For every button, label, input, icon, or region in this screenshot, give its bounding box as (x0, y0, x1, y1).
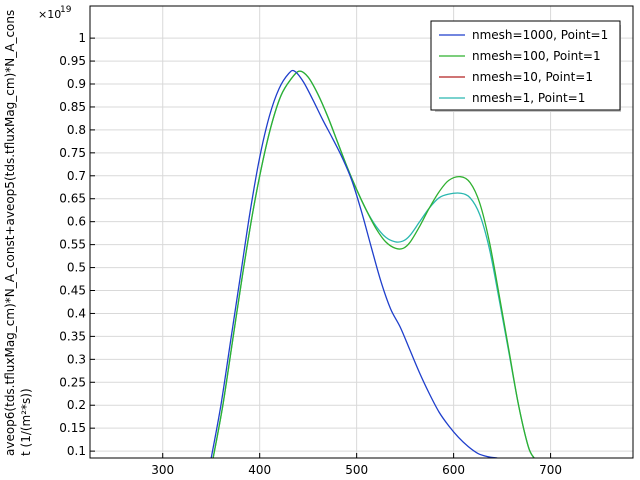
x-tick-label: 400 (248, 463, 271, 477)
x-tick-label: 600 (442, 463, 465, 477)
y-axis-label: aveop6(tds.tfluxMag_cm)*N_A_const+aveop5… (3, 10, 33, 456)
plot-frame (89, 5, 634, 459)
legend-label: nmesh=10, Point=1 (472, 70, 593, 84)
axis-ticks: 300 400 500 600 700 0.1 0.15 0.2 0.25 0.3 0.35 0.4 0… (59, 31, 562, 477)
y-tick-label: 0.85 (59, 100, 86, 114)
y-tick-label: 0.45 (59, 284, 86, 298)
y-tick-label: 0.5 (67, 261, 86, 275)
y-multiplier-base: ×10 (38, 8, 61, 21)
y-tick-label: 0.6 (67, 215, 86, 229)
y-tick-label: 0.25 (59, 375, 86, 389)
y-tick-label: 0.4 (67, 306, 86, 320)
y-axis-label-line-1: aveop6(tds.tfluxMag_cm)*N_A_const+aveop5… (3, 10, 17, 456)
legend-label: nmesh=1, Point=1 (472, 91, 585, 105)
legend-label: nmesh=100, Point=1 (472, 49, 601, 63)
y-tick-label: 0.55 (59, 238, 86, 252)
grid (90, 6, 633, 458)
x-tick-label: 700 (539, 463, 562, 477)
y-tick-label: 0.75 (59, 146, 86, 160)
series-line-1 (210, 69, 498, 458)
legend: nmesh=1000, Point=1 nmesh=100, Point=1 nme… (430, 20, 621, 112)
y-multiplier: ×10 19 (38, 5, 72, 21)
y-tick-label: 0.35 (59, 329, 86, 343)
y-tick-label: 0.3 (67, 352, 86, 366)
y-multiplier-exponent: 19 (60, 5, 72, 15)
y-tick-label: 0.9 (67, 77, 86, 91)
x-tick-label: 300 (151, 463, 174, 477)
y-tick-label: 1 (78, 31, 86, 45)
y-axis-label-line-2: t (1/(m²*s)) (19, 388, 33, 456)
y-tick-label: 0.8 (67, 123, 86, 137)
y-tick-label: 0.2 (67, 398, 86, 412)
series-line-2 (212, 70, 535, 458)
y-tick-label: 0.1 (67, 444, 86, 458)
y-tick-label: 0.7 (67, 169, 86, 183)
legend-label: nmesh=1000, Point=1 (472, 28, 608, 42)
legend-items: nmesh=1000, Point=1 nmesh=100, Point=1 nme… (439, 28, 608, 105)
legend-box (430, 20, 621, 111)
y-tick-label: 0.65 (59, 192, 86, 206)
series-lines (210, 69, 535, 458)
y-tick-label: 0.15 (59, 421, 86, 435)
x-tick-label: 500 (345, 463, 368, 477)
y-tick-label: 0.95 (59, 54, 86, 68)
